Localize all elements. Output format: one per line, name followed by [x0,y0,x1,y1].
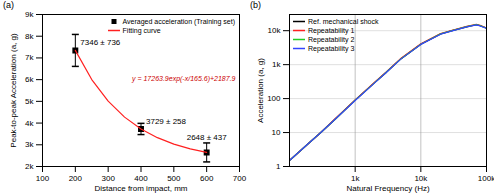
svg-text:1: 1 [276,162,281,171]
svg-text:600: 600 [200,174,214,183]
html-text:Repeatability 3: Repeatability 3 [308,45,355,52]
svg-text:2648 ± 437: 2648 ± 437 [187,133,228,142]
svg-text:500: 500 [167,174,181,183]
svg-text:5k: 5k [25,97,34,106]
svg-text:8k: 8k [25,32,34,41]
svg-text:7346 ± 736: 7346 ± 736 [80,38,121,47]
svg-text:10: 10 [272,128,281,137]
svg-text:9k: 9k [25,10,34,19]
svg-text:200: 200 [69,174,83,183]
svg-text:Acceleration (a, g): Acceleration (a, g) [256,58,265,123]
svg-text:1k: 1k [351,174,360,183]
svg-text:y = 17263.9exp(-x/165.6)+2187.: y = 17263.9exp(-x/165.6)+2187.9 [131,75,236,83]
svg-text:100: 100 [267,94,281,103]
svg-text:100k: 100k [478,174,494,183]
svg-text:300: 300 [101,174,115,183]
svg-text:3k: 3k [25,140,34,149]
html-text:Fitting curve: Fitting curve [122,27,161,34]
svg-text:10k: 10k [268,26,282,35]
svg-text:4k: 4k [25,119,34,128]
html-text:(b): (b) [250,0,261,10]
svg-text:Distance from impact, mm: Distance from impact, mm [95,184,188,193]
svg-text:Peak-to-peak Acceleration (a,: Peak-to-peak Acceleration (a, g) [9,33,18,148]
html-text:Averaged acceleration (Trainin: Averaged acceleration (Training set) [122,18,235,25]
html-text:Ref. mechanical shock: Ref. mechanical shock [308,18,379,25]
svg-text:400: 400 [134,174,148,183]
html-text:Repeatability 2: Repeatability 2 [308,36,355,43]
html-text:(a): (a) [3,0,14,10]
svg-text:3729 ± 258: 3729 ± 258 [146,117,187,126]
svg-text:1k: 1k [272,60,281,69]
svg-text:6k: 6k [25,75,34,84]
svg-text:7k: 7k [25,53,34,62]
svg-text:Natural Frequency (Hz): Natural Frequency (Hz) [346,184,429,193]
svg-text:100: 100 [36,174,50,183]
svg-text:10k: 10k [414,174,428,183]
html-text:Repeatability 1: Repeatability 1 [308,27,355,34]
svg-text:2k: 2k [25,162,34,171]
svg-text:700: 700 [233,174,247,183]
